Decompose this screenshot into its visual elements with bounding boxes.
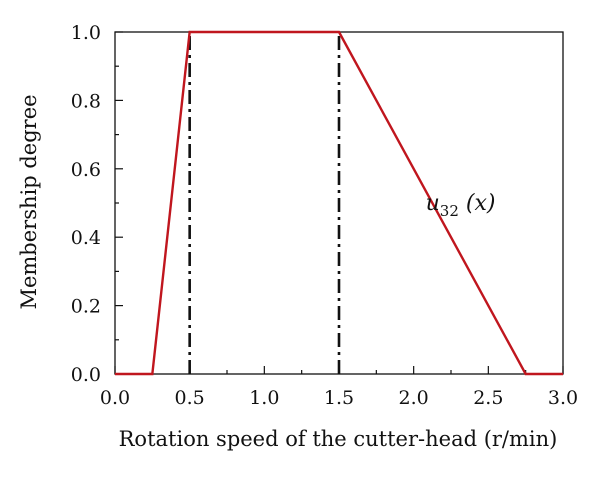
y-tick-label: 0.0 (71, 364, 101, 386)
x-axis-label: Rotation speed of the cutter-head (r/min… (119, 427, 558, 451)
x-tick-label: 0.0 (100, 387, 130, 409)
tick-labels: 0.0 0.5 1.0 1.5 2.0 2.5 3.0 0.0 0.2 0.4 0.6 0.8 1.0 (71, 22, 578, 409)
y-tick-label: 0.2 (71, 296, 101, 318)
reference-lines (188, 32, 341, 374)
annotation-prefix: u (426, 191, 440, 216)
x-tick-label: 3.0 (548, 387, 578, 409)
membership-series-line (115, 30, 563, 376)
x-tick-label: 1.0 (249, 387, 279, 409)
annotation-subscript: 32 (440, 202, 459, 220)
x-tick-label: 1.5 (324, 387, 354, 409)
x-tick-label: 0.5 (175, 387, 205, 409)
y-tick-label: 0.4 (71, 227, 101, 249)
y-tick-label: 0.6 (71, 159, 101, 181)
y-tick-label: 0.8 (71, 90, 101, 112)
x-tick-label: 2.5 (473, 387, 503, 409)
annotation-suffix: (x) (459, 191, 496, 216)
series-annotation: u32 (x) (426, 191, 496, 220)
series-layer (115, 30, 563, 376)
y-tick-label: 1.0 (71, 22, 101, 44)
y-axis-label: Membership degree (17, 94, 41, 309)
x-tick-label: 2.0 (399, 387, 429, 409)
